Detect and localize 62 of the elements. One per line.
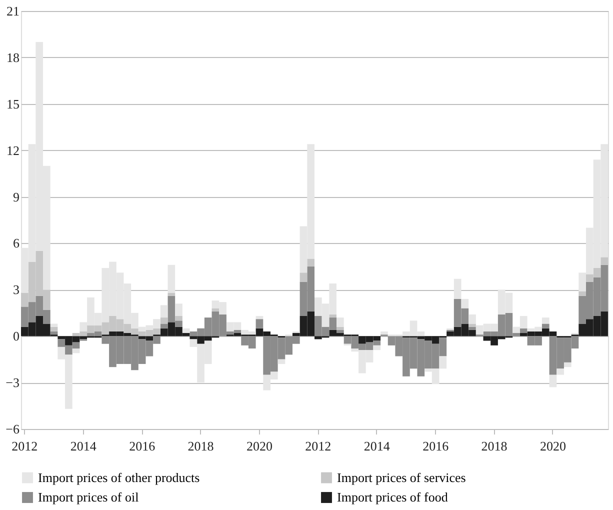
legend-label: Import prices of food <box>337 490 448 504</box>
bar <box>307 258 314 266</box>
bar <box>50 324 58 327</box>
bar <box>336 318 344 327</box>
x-tick-label: 2012 <box>12 438 38 454</box>
bar <box>300 272 308 282</box>
y-tick-label: 6 <box>13 236 20 251</box>
x-tick-label: 2018 <box>481 438 508 454</box>
bar <box>468 326 476 330</box>
bar <box>278 359 286 364</box>
legend-label: Import prices of other products <box>38 470 200 485</box>
y-tick-label: −6 <box>6 422 20 436</box>
bar <box>175 316 182 321</box>
x-tick-label: 2014 <box>70 438 97 454</box>
bar <box>182 328 190 334</box>
bar <box>556 368 564 375</box>
bar <box>50 331 58 335</box>
x-tick-label: 2018 <box>188 438 214 454</box>
y-tick-label: 12 <box>6 142 20 158</box>
bar <box>542 324 550 328</box>
legend-label: Import prices of oil <box>38 490 140 504</box>
bar <box>256 316 264 320</box>
bar <box>520 328 528 334</box>
bar <box>212 308 220 312</box>
bar <box>468 324 476 327</box>
bar <box>72 348 80 354</box>
bar <box>564 362 572 368</box>
legend-label: Import prices of services <box>337 470 466 485</box>
x-tick-label: 2014 <box>364 438 390 454</box>
bar <box>454 278 462 299</box>
bar <box>329 314 337 318</box>
bar <box>468 314 476 324</box>
x-tick-label: 2020 <box>246 438 272 454</box>
bar <box>160 305 168 318</box>
x-tick-label: 2020 <box>540 438 566 454</box>
bar <box>168 264 176 293</box>
bar <box>336 330 344 334</box>
bar <box>439 356 447 369</box>
bar <box>600 257 608 265</box>
y-tick-label: 18 <box>6 50 20 65</box>
bar <box>168 292 176 296</box>
bar <box>542 318 550 324</box>
bar <box>336 326 344 330</box>
x-tick-label: 2012 <box>305 438 332 454</box>
bar <box>50 326 58 332</box>
bar <box>160 324 168 328</box>
y-tick-label: 21 <box>6 4 20 18</box>
y-tick-label: 0 <box>13 328 20 344</box>
bar <box>256 319 264 328</box>
x-tick-label: 2016 <box>129 438 156 454</box>
bar <box>549 374 557 388</box>
y-tick-label: 3 <box>13 282 20 298</box>
y-tick-label: −3 <box>6 375 20 390</box>
bar <box>380 331 388 335</box>
x-tick-label: 2016 <box>422 438 450 454</box>
bar <box>578 291 586 296</box>
y-tick-label: 15 <box>6 96 20 112</box>
bar <box>175 304 182 316</box>
bar <box>461 298 469 308</box>
bar <box>160 318 168 324</box>
y-tick-label: 9 <box>13 189 20 204</box>
bar <box>373 345 381 350</box>
